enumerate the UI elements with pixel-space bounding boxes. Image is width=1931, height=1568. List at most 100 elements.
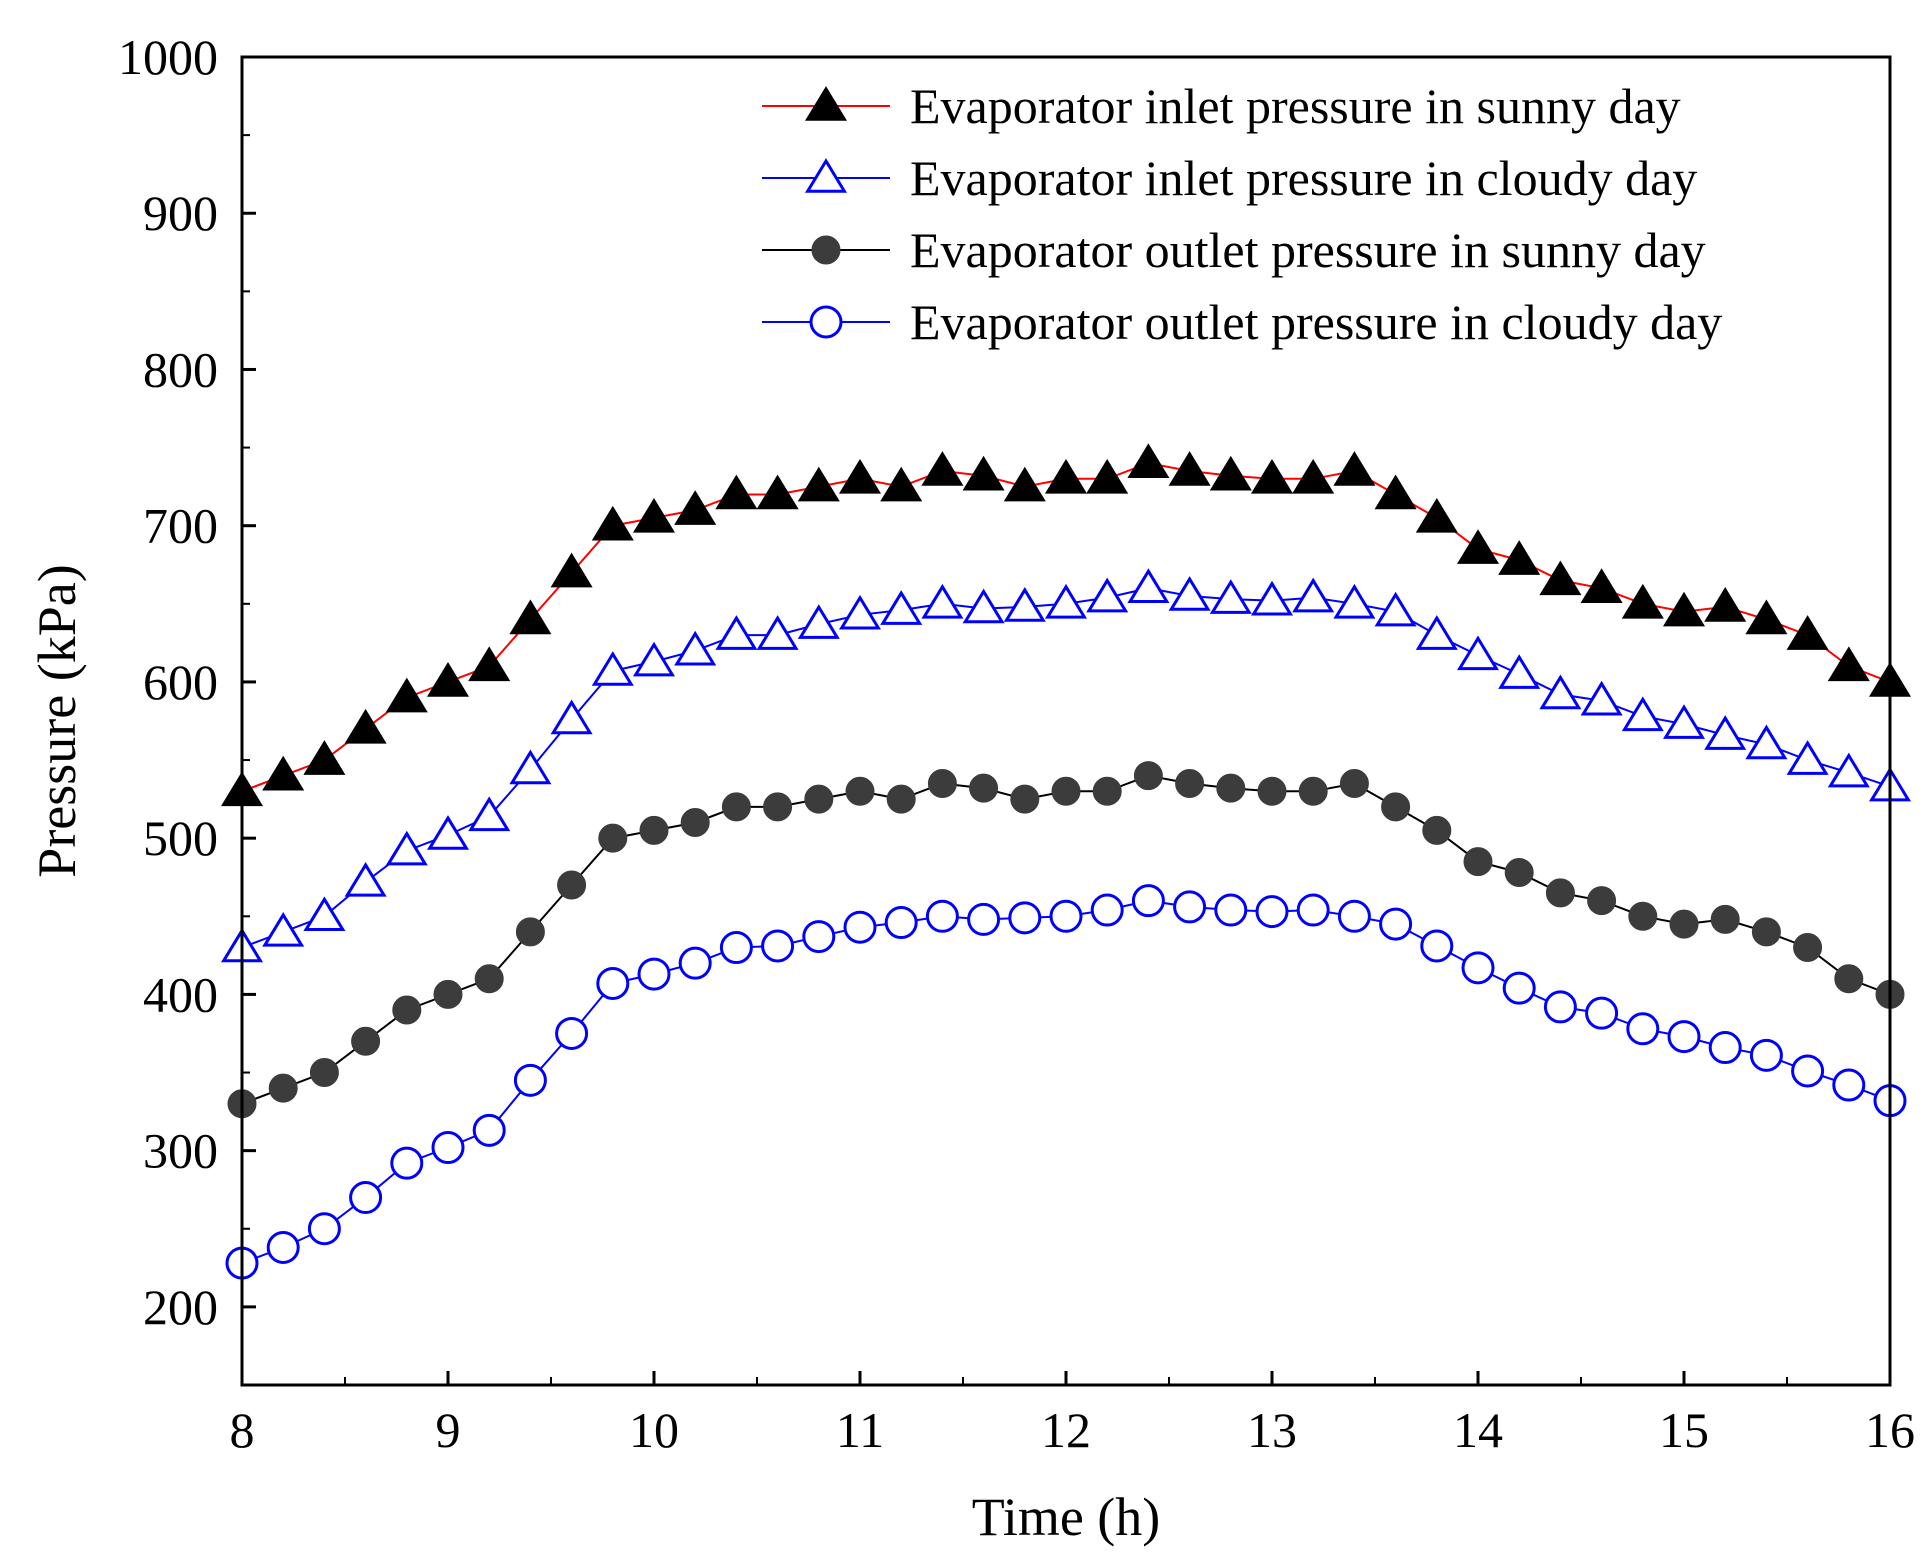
data-point (1339, 768, 1369, 798)
data-point (509, 749, 552, 785)
data-point (1498, 654, 1541, 689)
x-tick-label: 9 (436, 1402, 461, 1458)
data-point (838, 594, 882, 630)
data-point (390, 1146, 424, 1180)
legend-marker (811, 235, 841, 265)
data-point (1545, 878, 1575, 908)
data-point (303, 740, 346, 775)
data-point (1010, 784, 1040, 814)
data-point (678, 946, 712, 980)
legend-label-inlet-sunny: Evaporator inlet pressure in sunny day (910, 78, 1681, 134)
series-2 (227, 761, 1905, 1119)
data-point (474, 964, 504, 994)
y-tick-label: 600 (143, 654, 218, 710)
data-point (1173, 890, 1207, 924)
data-point (426, 815, 470, 850)
data-point (1090, 893, 1124, 927)
data-point (1168, 451, 1211, 486)
data-point (1337, 899, 1371, 933)
data-point (1662, 704, 1706, 739)
data-point (1422, 815, 1452, 845)
y-tick-label: 300 (143, 1123, 218, 1179)
data-point (1086, 458, 1129, 494)
y-tick-label: 400 (143, 966, 218, 1022)
data-point (756, 615, 799, 650)
data-point (1214, 893, 1248, 927)
data-point (1461, 951, 1495, 985)
data-point (557, 870, 587, 900)
data-point (925, 899, 959, 933)
data-point (1626, 1012, 1660, 1046)
x-axis-title: Time (h) (972, 1487, 1161, 1547)
data-point (1832, 1068, 1866, 1102)
data-point (1456, 529, 1500, 564)
x-tick-label: 11 (836, 1402, 884, 1458)
data-point (804, 784, 834, 814)
x-tick-label: 16 (1865, 1402, 1915, 1458)
data-point (1669, 909, 1699, 939)
data-point (674, 630, 717, 666)
data-point (1751, 917, 1781, 947)
data-point (1628, 901, 1658, 931)
data-point (715, 615, 758, 650)
data-point (513, 1063, 547, 1097)
data-point (1662, 591, 1706, 627)
data-point (1296, 893, 1330, 927)
data-point (884, 906, 918, 940)
data-point (761, 929, 795, 963)
data-point (472, 1113, 506, 1147)
data-point (880, 466, 923, 502)
data-point (1209, 579, 1252, 614)
y-tick-label: 700 (143, 498, 218, 554)
data-point (1044, 583, 1088, 619)
data-point (921, 451, 964, 486)
data-point (515, 917, 545, 947)
data-point (1498, 540, 1541, 575)
data-point (680, 808, 710, 838)
data-point (1379, 907, 1413, 941)
data-point (351, 1026, 381, 1056)
data-point (431, 1131, 465, 1165)
legend-label-outlet-cloudy: Evaporator outlet pressure in cloudy day (910, 294, 1722, 350)
data-point (385, 677, 428, 713)
data-point (596, 966, 630, 1000)
data-point (1420, 929, 1454, 963)
data-point (344, 708, 387, 744)
data-point (1463, 847, 1493, 877)
data-point (967, 902, 1001, 936)
data-point (1539, 674, 1582, 710)
data-point (426, 662, 470, 697)
data-point (266, 1231, 300, 1265)
data-point (632, 641, 676, 677)
data-point (591, 505, 634, 541)
data-point (1621, 583, 1664, 619)
data-point (639, 815, 669, 845)
y-tick-label: 1000 (118, 29, 218, 85)
data-point (1456, 635, 1500, 671)
data-point (1502, 971, 1536, 1005)
data-point (921, 583, 964, 619)
data-point (550, 552, 593, 588)
data-point (1168, 576, 1211, 611)
y-axis-title: Pressure (kPa) (27, 564, 87, 877)
y-tick-label: 500 (143, 810, 218, 866)
data-point (1250, 458, 1294, 494)
data-point (1250, 580, 1294, 616)
data-point (1745, 599, 1788, 635)
data-point (1791, 1054, 1825, 1088)
data-point (719, 931, 753, 965)
data-point (1749, 1038, 1783, 1072)
data-point (1704, 587, 1747, 622)
series-1 (220, 568, 1912, 963)
legend-label-inlet-cloudy: Evaporator inlet pressure in cloudy day (910, 150, 1697, 206)
data-point (1003, 587, 1046, 622)
data-point (886, 784, 916, 814)
legend-marker (804, 86, 848, 121)
data-point (433, 979, 463, 1009)
data-point (1051, 776, 1081, 806)
data-point (509, 599, 552, 635)
data-point (927, 768, 957, 798)
data-point (843, 910, 877, 944)
data-point (1827, 752, 1870, 788)
